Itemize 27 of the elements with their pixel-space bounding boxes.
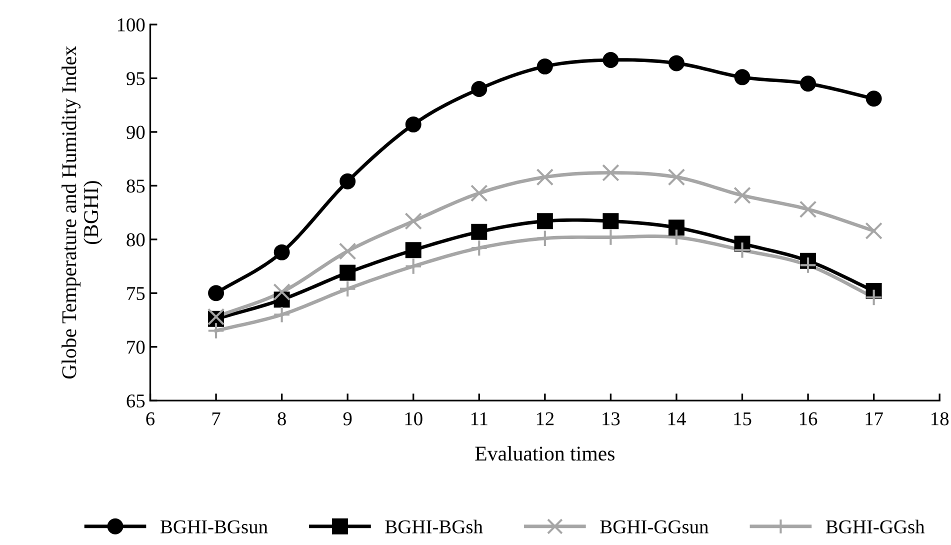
y-tick-label: 85 bbox=[126, 180, 145, 193]
legend-label: BGHI-BGsun bbox=[160, 520, 268, 534]
y-tick-label: 70 bbox=[127, 340, 145, 354]
x-axis-title: Evaluation times bbox=[475, 446, 614, 461]
x-tick-label: 6 bbox=[146, 412, 155, 426]
x-tick-label: 10 bbox=[405, 412, 422, 426]
y-axis-title: Globe Temperature and Humidity Index (BGHI) bbox=[62, 46, 102, 379]
legend-label: BGHI-BGsh bbox=[385, 520, 483, 534]
x-tick-label: 11 bbox=[472, 412, 488, 426]
x-tick-label: 13 bbox=[602, 412, 620, 426]
x-tick-label: 7 bbox=[212, 412, 220, 426]
y-tick-label: 95 bbox=[126, 72, 145, 86]
x-tick-label: 16 bbox=[800, 412, 818, 426]
x-tick-label: 18 bbox=[932, 412, 949, 426]
legend-label: BGHI-GGsun bbox=[600, 520, 708, 534]
x-tick-label: 15 bbox=[734, 412, 752, 426]
y-tick-label: 90 bbox=[126, 126, 145, 139]
y-tick-label: 100 bbox=[118, 18, 145, 32]
legend-label: BGHI-GGsh bbox=[826, 520, 925, 534]
y-tick-label: 65 bbox=[126, 394, 145, 408]
y-tick-label: 80 bbox=[126, 233, 145, 246]
x-tick-label: 12 bbox=[536, 412, 554, 426]
x-tick-label: 17 bbox=[866, 412, 883, 426]
x-tick-label: 8 bbox=[278, 412, 286, 426]
x-tick-label: 9 bbox=[343, 412, 352, 426]
y-tick-label: 75 bbox=[127, 287, 145, 300]
x-tick-label: 14 bbox=[668, 412, 686, 426]
